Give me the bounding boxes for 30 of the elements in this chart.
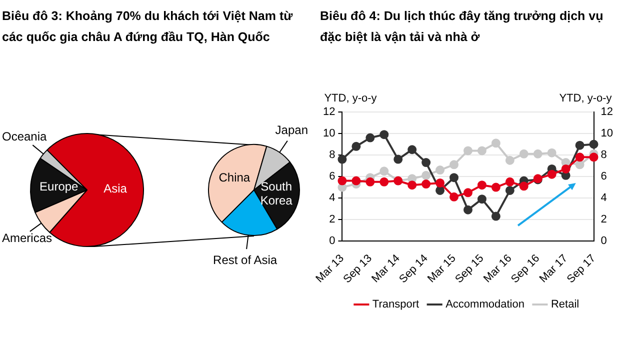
y-tick-label: 0	[329, 235, 336, 248]
y2-tick-label: 6	[600, 170, 607, 183]
slice-label: Europe	[40, 180, 79, 194]
y-tick-label: 10	[322, 128, 336, 140]
slice-label: Oceania	[2, 130, 48, 144]
slice-label: Asia	[104, 181, 128, 196]
chart-title: Biêu đô 3: Khoảng 70% du khách tới Việt Nam từ các quốc gia châu A đứng đầu TQ, Hàn Quốc	[2, 8, 294, 46]
x-tick-label: Sep 17	[564, 252, 598, 286]
y2-tick-label: 4	[600, 192, 607, 204]
legend-label: Transport	[372, 298, 420, 311]
y2-tick-label: 2	[600, 214, 607, 226]
slice-label: Japan	[275, 123, 308, 138]
y-tick-label: 6	[329, 170, 336, 183]
legend-label: Accommodation	[446, 298, 524, 311]
y-tick-label: 8	[329, 149, 336, 162]
y-tick-label: 12	[322, 106, 336, 118]
y-tick-label: 2	[329, 214, 336, 226]
chart-title: Biêu đô 4: Du lịch thúc đây tăng trưởng dịch vụ đặc biệt là vận tải và nhà ở	[320, 8, 604, 46]
y-axis-title: YTD, y-o-y	[324, 92, 378, 105]
slice-label: Americas	[2, 230, 52, 245]
slice-label: South Korea	[260, 180, 293, 208]
y-tick-label: 4	[329, 192, 336, 204]
y2-axis-title: YTD, y-o-y	[559, 92, 612, 105]
y2-tick-label: 0	[600, 235, 607, 248]
y2-tick-label: 12	[600, 106, 614, 118]
y2-tick-label: 8	[600, 149, 607, 162]
slice-label: Rest of Asia	[213, 253, 278, 268]
y2-tick-label: 10	[600, 128, 614, 140]
slice-label: China	[218, 170, 250, 185]
legend-label: Retail	[550, 298, 580, 311]
